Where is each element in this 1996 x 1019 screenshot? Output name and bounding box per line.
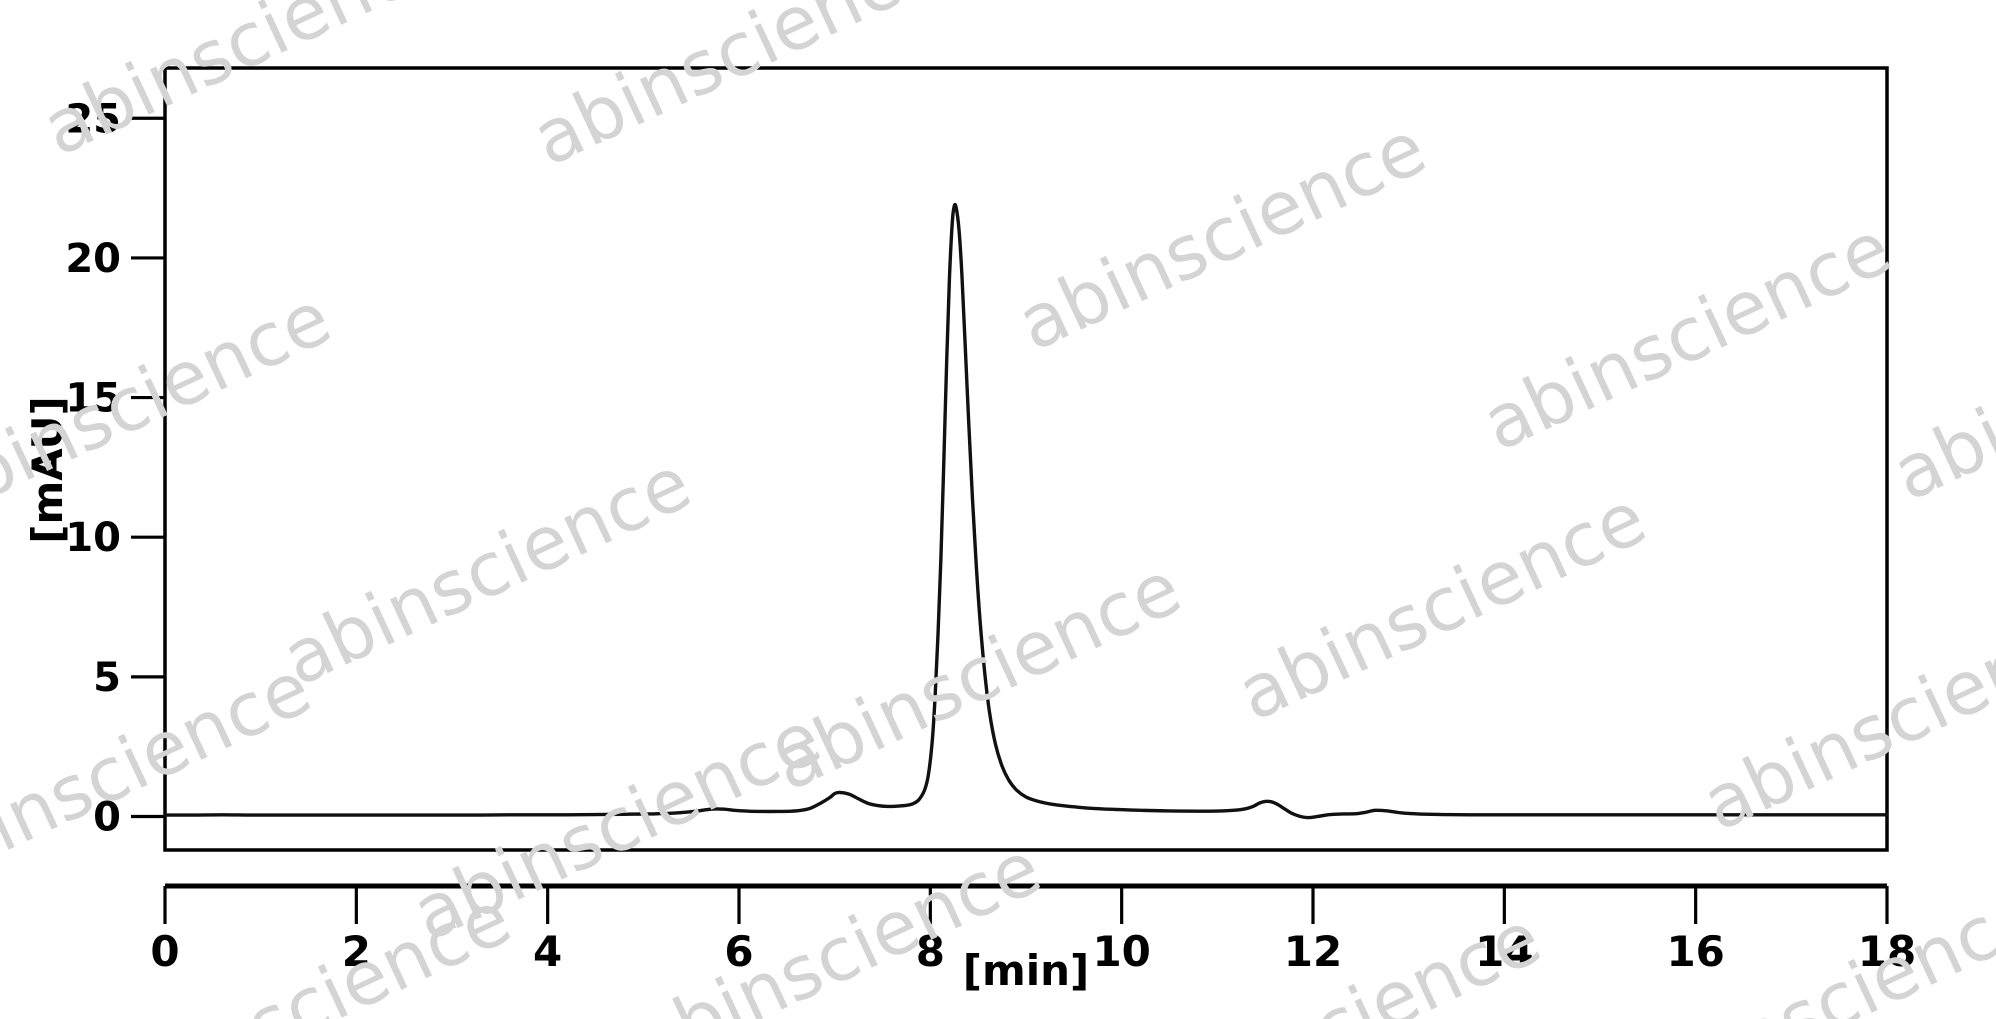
y-axis-title: [mAU] bbox=[23, 396, 72, 543]
x-tick-label: 6 bbox=[724, 927, 753, 976]
x-axis-tick-labels: 0 2 4 6 8 10 12 14 16 18 bbox=[150, 927, 1916, 976]
chromatogram-trace bbox=[163, 202, 1889, 820]
x-tick-label: 16 bbox=[1666, 927, 1724, 976]
y-tick-label: 10 bbox=[65, 515, 121, 561]
y-tick-label: 15 bbox=[65, 376, 121, 422]
x-tick-label: 14 bbox=[1475, 927, 1533, 976]
plot-frame bbox=[163, 66, 1889, 852]
x-tick-label: 18 bbox=[1858, 927, 1916, 976]
y-tick-label: 0 bbox=[93, 794, 121, 840]
x-tick-label: 12 bbox=[1284, 927, 1342, 976]
x-tick-label: 2 bbox=[342, 927, 371, 976]
y-tick-label: 5 bbox=[93, 655, 121, 701]
y-tick-label: 25 bbox=[65, 96, 121, 142]
y-tick-label: 20 bbox=[65, 236, 121, 282]
x-tick-label: 0 bbox=[150, 927, 179, 976]
x-tick-label: 10 bbox=[1092, 927, 1150, 976]
y-axis-ticks bbox=[131, 116, 165, 819]
x-axis-title: [min] bbox=[963, 946, 1089, 995]
x-axis-ticks bbox=[163, 886, 1889, 924]
x-tick-label: 4 bbox=[533, 927, 562, 976]
x-tick-label: 8 bbox=[916, 927, 945, 976]
y-axis-tick-labels: 0 5 10 15 20 25 bbox=[65, 96, 121, 840]
